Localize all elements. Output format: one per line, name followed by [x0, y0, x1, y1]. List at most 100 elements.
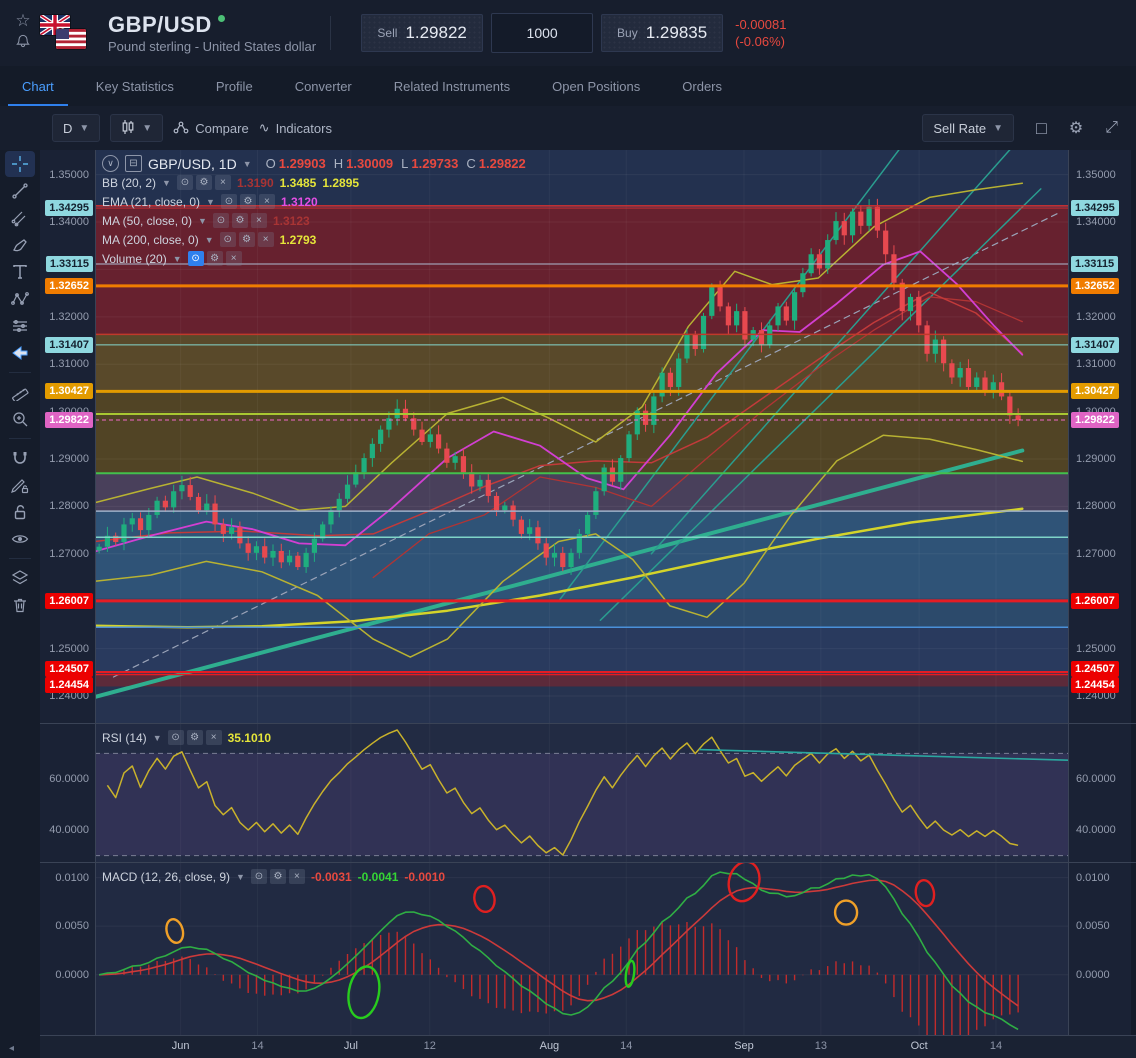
- change-absolute: -0.00081: [735, 17, 787, 32]
- hide-drawings-tool[interactable]: [5, 526, 35, 552]
- tab-related-instruments[interactable]: Related Instruments: [393, 78, 511, 94]
- indicator-label[interactable]: BB (20, 2): [102, 175, 157, 190]
- fullscreen-icon[interactable]: ⤢: [1105, 119, 1118, 136]
- trend-line-tool[interactable]: [5, 178, 35, 204]
- lock-all-tool[interactable]: [5, 499, 35, 525]
- tab-key-statistics[interactable]: Key Statistics: [95, 78, 174, 94]
- remove-icon[interactable]: ×: [205, 730, 222, 745]
- price-alert-bell-icon[interactable]: [15, 33, 31, 54]
- remove-icon[interactable]: ×: [250, 213, 267, 228]
- xabcd-pattern-tool[interactable]: [5, 286, 35, 312]
- settings-gear-icon[interactable]: ⚙: [231, 213, 248, 228]
- rsi-right-axis[interactable]: 60.0000 40.0000: [1068, 724, 1131, 862]
- arrow-marker-tool[interactable]: [5, 340, 35, 366]
- time-axis[interactable]: Jun 14 Jul 12 Aug 14 Sep 13 Oct 14: [40, 1035, 1136, 1058]
- macd-chart[interactable]: [95, 863, 1068, 1035]
- indicator-label[interactable]: Volume (20): [102, 251, 167, 266]
- snapshot-frame-icon[interactable]: □: [1035, 117, 1047, 138]
- indicator-label[interactable]: MACD (12, 26, close, 9): [102, 869, 231, 884]
- visibility-icon[interactable]: ⊙: [176, 175, 193, 190]
- tab-orders[interactable]: Orders: [682, 78, 723, 94]
- text-tool[interactable]: [5, 259, 35, 285]
- magnet-tool[interactable]: [5, 445, 35, 471]
- amount-input[interactable]: [491, 13, 594, 53]
- compare-button[interactable]: Compare: [173, 119, 249, 138]
- visibility-icon[interactable]: ⊙: [212, 213, 229, 228]
- us-flag-icon: [56, 29, 86, 49]
- price-tick: 40.0000: [49, 824, 89, 837]
- price-badge: 1.34295: [1071, 200, 1119, 217]
- instrument-tabs: Chart Key Statistics Profile Converter Relat…: [0, 66, 1136, 107]
- buy-button[interactable]: Buy 1.29835: [601, 14, 724, 52]
- price-tick: 1.31000: [1076, 358, 1116, 371]
- fib-lines-tool[interactable]: [5, 205, 35, 231]
- brush-tool[interactable]: [5, 232, 35, 258]
- candlestick-chart[interactable]: [95, 150, 1068, 723]
- crosshair-tool[interactable]: [5, 151, 35, 177]
- price-tick: 1.32000: [1076, 310, 1116, 323]
- remove-icon[interactable]: ×: [257, 232, 274, 247]
- minimize-pane-icon[interactable]: ⊟: [125, 155, 142, 172]
- indicator-label[interactable]: MA (50, close, 0): [102, 213, 193, 228]
- right-price-axis[interactable]: 1.350001.340001.330001.320001.310001.300…: [1068, 150, 1131, 723]
- price-tick: 0.0000: [55, 968, 89, 981]
- macd-left-axis[interactable]: 0.0100 0.0050 0.0000: [40, 863, 96, 1035]
- rsi-chart[interactable]: [95, 724, 1068, 862]
- main-price-pane[interactable]: 1.350001.340001.330001.320001.310001.300…: [40, 150, 1136, 723]
- interval-dropdown[interactable]: D ▼: [52, 114, 101, 142]
- rsi-pane[interactable]: 60.0000 40.0000 60.0000 40.0000 RSI (14) ▼ ⊙…: [40, 723, 1136, 862]
- price-source-dropdown[interactable]: Sell Rate ▼: [922, 114, 1014, 142]
- indicator-label[interactable]: RSI (14): [102, 730, 147, 745]
- gear-icon[interactable]: ⚙: [1068, 120, 1084, 137]
- collapse-legend-icon[interactable]: ∨: [102, 155, 119, 172]
- price-badge: 1.24507: [1071, 660, 1119, 677]
- chevron-down-icon: ▼: [242, 158, 252, 169]
- macd-pane[interactable]: 0.0100 0.0050 0.0000 0.0100 0.0050 0.0000 MA…: [40, 862, 1136, 1035]
- prediction-tool[interactable]: [5, 313, 35, 339]
- chart-style-dropdown[interactable]: ▼: [110, 114, 164, 142]
- collapse-rail-arrow[interactable]: ◂: [9, 1043, 15, 1054]
- visibility-icon[interactable]: ⊙: [219, 232, 236, 247]
- macd-right-axis[interactable]: 0.0100 0.0050 0.0000: [1068, 863, 1131, 1035]
- settings-gear-icon[interactable]: ⚙: [206, 251, 223, 266]
- tab-profile[interactable]: Profile: [215, 78, 253, 94]
- remove-icon[interactable]: ×: [225, 251, 242, 266]
- settings-gear-icon[interactable]: ⚙: [238, 232, 255, 247]
- price-zone: [95, 207, 1068, 335]
- favorite-star-icon[interactable]: ☆: [15, 11, 31, 30]
- settings-gear-icon[interactable]: ⚙: [269, 869, 286, 884]
- rsi-left-axis[interactable]: 60.0000 40.0000: [40, 724, 96, 862]
- visibility-icon[interactable]: ⊙: [250, 869, 267, 884]
- indicator-legend-row: MA (200, close, 0) ▼ ⊙ ⚙ × 1.2793: [102, 230, 526, 249]
- indicators-button[interactable]: ∿ Indicators: [259, 120, 332, 136]
- layers-tool[interactable]: [5, 565, 35, 591]
- legend-symbol[interactable]: GBP/USD, 1D: [148, 155, 237, 172]
- remove-icon[interactable]: ×: [258, 194, 275, 209]
- visibility-icon[interactable]: ⊙: [167, 730, 184, 745]
- rsi-legend-row: RSI (14) ▼ ⊙ ⚙ × 35.1010: [102, 728, 271, 747]
- tab-open-positions[interactable]: Open Positions: [552, 78, 641, 94]
- chart-region[interactable]: 1.350001.340001.330001.320001.310001.300…: [40, 150, 1136, 1058]
- remove-icon[interactable]: ×: [288, 869, 305, 884]
- drawing-lock-tool[interactable]: [5, 472, 35, 498]
- tab-converter[interactable]: Converter: [294, 78, 352, 94]
- price-tick: 1.29000: [49, 453, 89, 465]
- price-zone: [95, 334, 1068, 392]
- visibility-icon[interactable]: ⊙: [187, 251, 204, 266]
- sell-button[interactable]: Sell 1.29822: [361, 14, 484, 52]
- settings-gear-icon[interactable]: ⚙: [186, 730, 203, 745]
- visibility-icon[interactable]: ⊙: [220, 194, 237, 209]
- macd-line: [98, 871, 1019, 1031]
- left-price-axis[interactable]: 1.350001.340001.330001.320001.310001.300…: [40, 150, 96, 723]
- settings-gear-icon[interactable]: ⚙: [195, 175, 212, 190]
- indicator-value: 1.3485: [279, 175, 317, 190]
- remove-drawings-tool[interactable]: [5, 592, 35, 618]
- settings-gear-icon[interactable]: ⚙: [239, 194, 256, 209]
- indicator-label[interactable]: MA (200, close, 0): [102, 232, 199, 247]
- zoom-in-tool[interactable]: [5, 406, 35, 432]
- tab-chart[interactable]: Chart: [8, 66, 68, 107]
- indicator-label[interactable]: EMA (21, close, 0): [102, 194, 201, 209]
- remove-icon[interactable]: ×: [214, 175, 231, 190]
- measure-ruler-tool[interactable]: [5, 379, 35, 405]
- indicator-value: -0.0041: [357, 869, 399, 884]
